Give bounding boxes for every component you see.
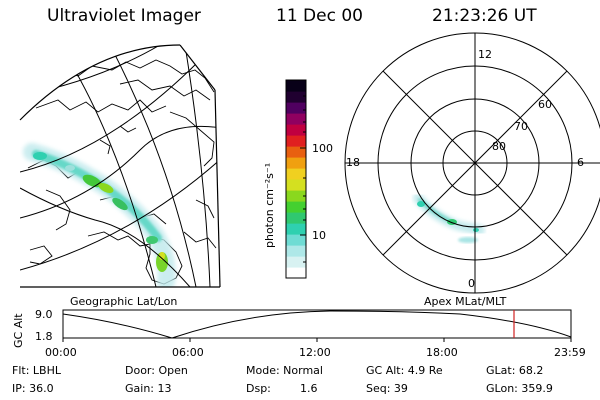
color-bar-frame (285, 79, 307, 279)
color-bar-band (286, 157, 306, 169)
color-bar-label-100: 100 (312, 142, 333, 155)
mlt-label-6: 6 (577, 156, 584, 169)
door-status: Door: Open (125, 364, 188, 377)
color-bar-band (286, 91, 306, 103)
color-bar-band (286, 212, 306, 224)
color-bar-band (286, 223, 306, 235)
mlt-label-18: 18 (346, 156, 360, 169)
orbit-x-tick-0600: 06:00 (172, 346, 204, 359)
color-bar-minor-ticks (303, 95, 306, 263)
mlat-label-60: 60 (538, 98, 552, 111)
color-bar-band (286, 256, 306, 268)
mlt-label-12: 12 (478, 48, 492, 61)
orbit-x-tick-0000: 00:00 (45, 346, 77, 359)
date-label: 11 Dec 00 (276, 6, 363, 26)
orbit-y-tick-1-8: 1.8 (35, 330, 53, 343)
color-bar-band (286, 190, 306, 202)
orbit-plot (62, 309, 572, 342)
geographic-map (19, 44, 221, 288)
mlt-label-0: 0 (468, 277, 475, 290)
time-label: 21:23:26 UT (432, 6, 537, 26)
instrument-title: Ultraviolet Imager (47, 6, 201, 26)
color-bar-band (286, 135, 306, 147)
color-bar-band (286, 124, 306, 136)
glat-value: GLat: 68.2 (486, 364, 544, 377)
color-bar-band (286, 201, 306, 213)
filter-value: Flt: LBHL (12, 364, 61, 377)
color-bar-band (286, 245, 306, 257)
mlat-label-70: 70 (514, 120, 528, 133)
color-bar-unit-label: photon cm⁻²s⁻¹ (263, 162, 276, 248)
aurora-emission-polar (413, 193, 485, 243)
glon-value: GLon: 359.9 (486, 382, 553, 395)
aurora-emission-geo (23, 143, 176, 287)
dsp-value: 1.6 (300, 382, 318, 395)
color-bar-band (286, 102, 306, 114)
orbit-x-tick-2359: 23:59 (554, 346, 586, 359)
orbit-y-tick-9: 9.0 (35, 308, 53, 321)
seq-value: Seq: 39 (366, 382, 408, 395)
geographic-panel-label: Geographic Lat/Lon (70, 295, 178, 308)
color-bar-band (286, 179, 306, 191)
color-bar-band (286, 113, 306, 125)
orbit-x-tick-1200: 12:00 (299, 346, 331, 359)
orbit-x-tick-1800: 18:00 (426, 346, 458, 359)
ip-value: IP: 36.0 (12, 382, 54, 395)
gc-alt-value: GC Alt: 4.9 Re (366, 364, 443, 377)
mlat-label-80: 80 (492, 140, 506, 153)
color-bar (286, 80, 306, 279)
color-bar-band (286, 267, 306, 279)
color-bar-label-10: 10 (312, 229, 326, 242)
dsp-label: Dsp: (246, 382, 271, 395)
polar-mlt-plot (344, 32, 600, 294)
polar-panel-label: Apex MLat/MLT (424, 295, 507, 308)
color-bar-band (286, 168, 306, 180)
gain-value: Gain: 13 (125, 382, 172, 395)
color-bar-band (286, 146, 306, 158)
mode-value: Mode: Normal (246, 364, 323, 377)
orbit-x-ticks (62, 338, 572, 342)
orbit-y-axis-label: GC Alt (12, 313, 25, 348)
color-bar-band (286, 80, 306, 92)
color-bar-band (286, 234, 306, 246)
